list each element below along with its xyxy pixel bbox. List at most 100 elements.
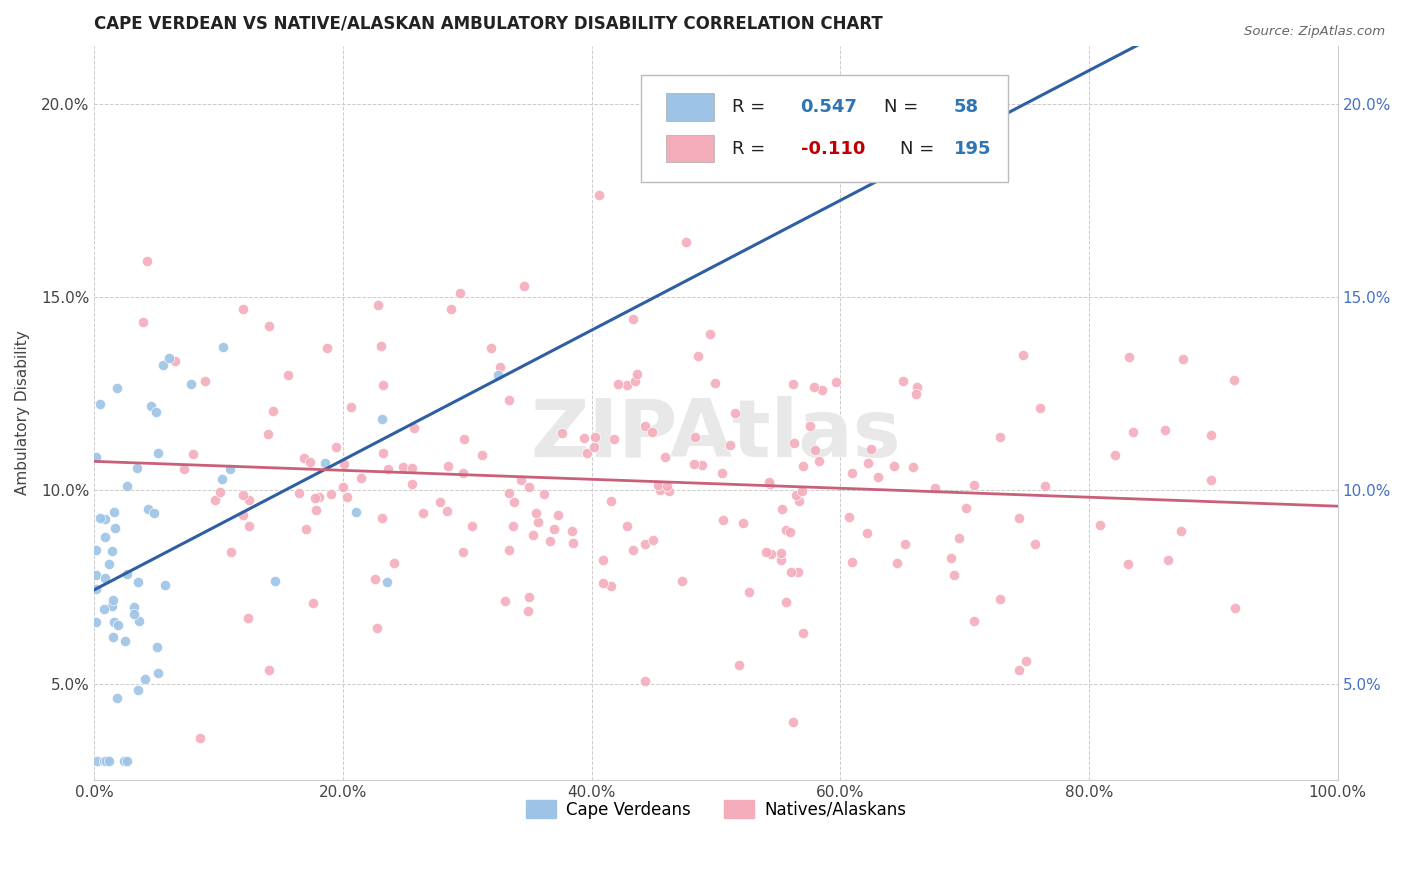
Point — [699, 326, 721, 341]
Text: 0.547: 0.547 — [800, 97, 858, 116]
Point — [238, 519, 260, 533]
Point — [1122, 425, 1144, 440]
Point — [808, 454, 831, 468]
Point — [561, 524, 583, 539]
Point — [905, 387, 928, 401]
Point — [658, 483, 681, 498]
Point — [643, 533, 665, 548]
Point — [1199, 428, 1222, 442]
Point — [883, 459, 905, 474]
Point — [211, 340, 233, 354]
Point — [654, 450, 676, 464]
Point — [859, 442, 882, 456]
Point — [364, 572, 387, 586]
Point — [650, 483, 672, 497]
Point — [513, 278, 536, 293]
Point — [103, 615, 125, 629]
Point — [727, 658, 749, 673]
Point — [1118, 350, 1140, 364]
Point — [127, 682, 149, 697]
Point — [127, 574, 149, 589]
Point — [128, 615, 150, 629]
Point — [453, 544, 475, 558]
Point — [640, 425, 662, 440]
Point — [948, 531, 970, 545]
Point — [101, 630, 124, 644]
Point — [551, 426, 574, 441]
Point — [939, 551, 962, 566]
Text: N =: N = — [884, 97, 924, 116]
Point — [257, 319, 280, 334]
FancyBboxPatch shape — [666, 93, 714, 120]
Point — [264, 574, 287, 588]
Point — [100, 599, 122, 613]
Point — [671, 574, 693, 588]
Point — [737, 585, 759, 599]
Point — [792, 458, 814, 473]
Point — [488, 359, 510, 374]
Point — [592, 552, 614, 566]
Point — [370, 339, 392, 353]
Point — [232, 487, 254, 501]
Point — [866, 470, 889, 484]
Point — [517, 480, 540, 494]
Point — [782, 714, 804, 729]
Point — [429, 495, 451, 509]
Point — [1033, 479, 1056, 493]
Point — [856, 456, 879, 470]
Point — [626, 368, 648, 382]
Point — [93, 512, 115, 526]
Point — [453, 432, 475, 446]
Point — [803, 380, 825, 394]
Point — [262, 404, 284, 418]
Point — [1116, 558, 1139, 572]
Point — [194, 375, 217, 389]
Point — [572, 431, 595, 445]
Point — [562, 536, 585, 550]
Point — [894, 537, 917, 551]
Text: 58: 58 — [953, 97, 979, 116]
Point — [299, 455, 322, 469]
Point — [988, 592, 1011, 607]
Point — [145, 405, 167, 419]
Point — [114, 634, 136, 648]
Point — [122, 600, 145, 615]
Point — [782, 376, 804, 391]
Point — [350, 471, 373, 485]
Point — [841, 466, 863, 480]
Point — [103, 505, 125, 519]
Point — [690, 458, 713, 472]
Point — [1170, 524, 1192, 538]
Point — [115, 754, 138, 768]
Point — [93, 754, 115, 768]
Point — [769, 546, 792, 560]
Point — [136, 501, 159, 516]
Point — [1223, 600, 1246, 615]
Point — [779, 565, 801, 579]
Point — [1154, 423, 1177, 437]
Point — [1008, 663, 1031, 677]
Point — [682, 458, 704, 472]
Point — [599, 579, 621, 593]
Point — [209, 484, 232, 499]
Point — [382, 557, 405, 571]
Point — [824, 375, 846, 389]
Point — [104, 521, 127, 535]
Point — [188, 731, 211, 745]
Point — [315, 341, 337, 355]
Point — [371, 412, 394, 426]
Point — [183, 447, 205, 461]
Point — [905, 380, 928, 394]
Point — [232, 301, 254, 316]
Point — [758, 475, 780, 490]
Point — [219, 545, 242, 559]
Point — [675, 235, 697, 249]
Point — [1008, 511, 1031, 525]
Point — [607, 377, 630, 392]
Point — [759, 547, 782, 561]
Point — [204, 493, 226, 508]
Legend: Cape Verdeans, Natives/Alaskans: Cape Verdeans, Natives/Alaskans — [517, 792, 914, 827]
Point — [792, 625, 814, 640]
Point — [180, 376, 202, 391]
Point — [292, 450, 315, 465]
